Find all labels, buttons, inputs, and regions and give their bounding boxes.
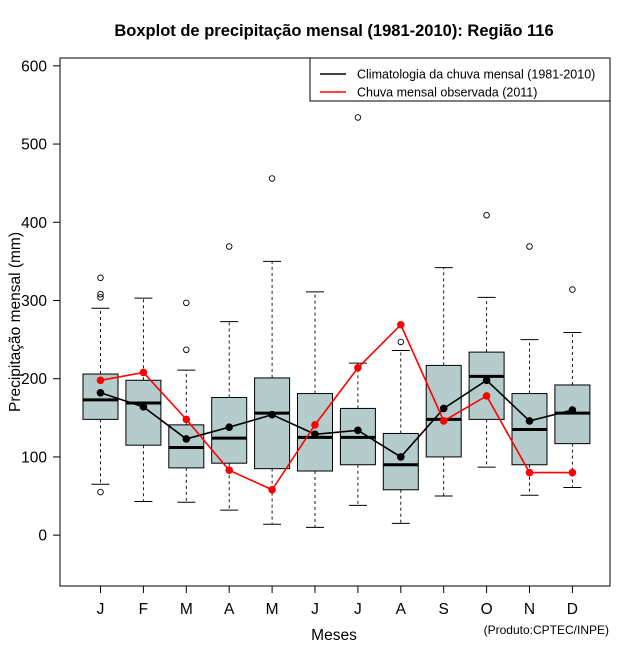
y-tick-label: 0 bbox=[38, 528, 47, 545]
outlier-point bbox=[526, 243, 533, 250]
y-tick-label: 200 bbox=[21, 371, 47, 388]
box-9 bbox=[425, 267, 462, 497]
legend-box bbox=[309, 57, 611, 102]
y-axis: 0 100 200 300 400 500 600 bbox=[21, 58, 60, 545]
series-point bbox=[354, 426, 362, 435]
credit-text: (Produto:CPTEC/INPE) bbox=[484, 623, 609, 637]
outlier-point bbox=[97, 274, 104, 282]
x-tick-label: N bbox=[524, 601, 535, 618]
y-tick-label: 400 bbox=[21, 215, 47, 232]
x-tick-label: O bbox=[481, 601, 493, 618]
series-point bbox=[482, 376, 491, 385]
boxes bbox=[82, 114, 591, 528]
box-2 bbox=[125, 297, 162, 503]
legend: Climatologia da chuva mensal (1981-2010)… bbox=[309, 57, 611, 102]
outlier-point bbox=[268, 175, 276, 182]
x-axis-label: Meses bbox=[311, 627, 357, 644]
y-tick-label: 100 bbox=[21, 449, 47, 466]
outlier-point bbox=[569, 286, 576, 293]
box-3 bbox=[168, 299, 205, 503]
series-point bbox=[225, 466, 233, 475]
box-5 bbox=[254, 175, 291, 525]
outlier-point bbox=[97, 290, 104, 298]
box-8 bbox=[382, 338, 419, 524]
plot-frame bbox=[59, 57, 611, 587]
series-point bbox=[96, 388, 105, 397]
box-body bbox=[468, 351, 505, 420]
y-tick-label: 600 bbox=[21, 58, 47, 75]
series-lines bbox=[96, 320, 577, 494]
series-point bbox=[311, 421, 319, 429]
outlier-point bbox=[225, 243, 233, 250]
x-tick-label: J bbox=[354, 601, 362, 618]
box-10 bbox=[468, 211, 505, 468]
series-point bbox=[354, 363, 362, 372]
series-point bbox=[139, 403, 148, 411]
series-point bbox=[482, 392, 491, 400]
legend-label-climatology: Climatologia da chuva mensal (1981-2010) bbox=[357, 68, 595, 82]
chart-title: Boxplot de precipitação mensal (1981-201… bbox=[114, 22, 553, 40]
x-tick-label: M bbox=[266, 601, 279, 618]
box-1 bbox=[82, 274, 119, 496]
outlier-point bbox=[183, 299, 190, 307]
x-tick-label: A bbox=[224, 601, 235, 618]
series-point bbox=[96, 376, 105, 385]
series-point bbox=[439, 417, 448, 425]
legend-label-observed: Chuva mensal observada (2011) bbox=[357, 86, 537, 100]
series-point bbox=[525, 468, 534, 477]
series-point bbox=[139, 368, 148, 377]
series-point bbox=[439, 404, 448, 413]
series-point bbox=[397, 320, 405, 329]
series-point bbox=[525, 417, 534, 425]
x-tick-label: M bbox=[180, 601, 193, 618]
x-tick-label: S bbox=[439, 601, 449, 618]
outlier-point bbox=[97, 294, 104, 301]
box-body bbox=[125, 379, 162, 446]
series-point bbox=[568, 406, 577, 414]
series-point bbox=[268, 485, 276, 494]
box-body bbox=[254, 377, 291, 470]
series-point bbox=[182, 415, 191, 424]
series-observed bbox=[96, 320, 577, 494]
y-tick-label: 300 bbox=[21, 293, 47, 310]
x-tick-label: J bbox=[97, 601, 105, 618]
series-point bbox=[268, 410, 276, 419]
outlier-point bbox=[183, 346, 190, 354]
outlier-point bbox=[397, 338, 405, 346]
y-tick-label: 500 bbox=[21, 137, 47, 154]
series-point bbox=[397, 453, 405, 461]
series-point bbox=[311, 430, 319, 439]
x-tick-label: D bbox=[567, 601, 578, 618]
y-axis-label: Precipitação mensal (mm) bbox=[7, 232, 24, 412]
outlier-point bbox=[97, 488, 104, 496]
box-11 bbox=[511, 243, 548, 496]
series-point bbox=[182, 435, 191, 443]
x-tick-label: F bbox=[139, 601, 148, 618]
series-point bbox=[225, 423, 233, 432]
box-7 bbox=[339, 114, 376, 506]
x-tick-label: J bbox=[311, 601, 319, 618]
outlier-point bbox=[483, 211, 490, 219]
outlier-point bbox=[354, 114, 362, 121]
box-12 bbox=[554, 286, 591, 488]
series-point bbox=[568, 468, 577, 477]
series-climatology bbox=[96, 376, 577, 461]
series-line bbox=[100, 379, 573, 458]
series-line bbox=[100, 323, 573, 491]
x-tick-label: A bbox=[396, 601, 407, 618]
